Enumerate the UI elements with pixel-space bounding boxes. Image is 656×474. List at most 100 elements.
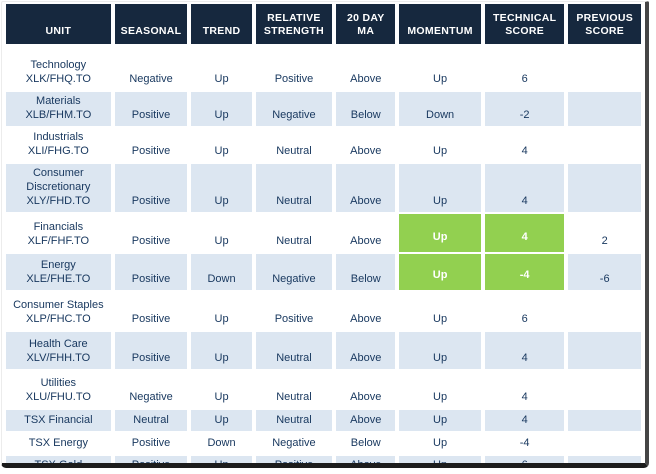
table-row: Financials XLF/FHF.TO Positive Up Neutral Abo… [6,214,641,252]
unit-name: Technology [30,59,87,71]
cell-unit: Consumer Staples XLP/FHC.TO [6,292,111,330]
cell-ma-20day: Above [336,164,396,212]
cell-ma-20day: Above [336,332,396,369]
cell-momentum: Up [399,128,481,162]
cell-technical-score: 4 [484,214,565,252]
cell-momentum: Up [399,214,481,252]
cell-relative-strength: Negative [255,92,333,126]
cell-momentum: Up [399,46,481,90]
cell-momentum: Up [399,292,481,330]
cell-relative-strength: Neutral [255,371,333,408]
cell-relative-strength: Negative [255,433,333,454]
unit-ticker: XLY/FHD.TO [26,195,91,207]
table-row: TSX Energy Positive Down Negative Below Up -4 [6,433,641,454]
cell-technical-score: 6 [484,46,565,90]
cell-relative-strength: Positive [255,292,333,330]
table-row: Consumer Staples XLP/FHC.TO Positive Up Posi… [6,292,641,330]
unit-name: Consumer Staples [13,299,104,311]
unit-name: Energy [40,259,76,271]
cell-momentum: Up [399,164,481,212]
table-row: Industrials XLI/FHG.TO Positive Up Neutral Ab… [6,128,641,162]
table-row: Technology XLK/FHQ.TO Negative Up Positive Ab… [6,46,641,90]
cell-seasonal: Positive [114,92,188,126]
cell-ma-20day: Above [336,371,396,408]
cell-relative-strength: Positive [255,456,333,463]
cell-relative-strength: Neutral [255,128,333,162]
cell-technical-score: -4 [484,433,565,454]
unit-name: TSX Gold [34,459,83,468]
table-row: Materials XLB/FHM.TO Positive Up Negative Bel… [6,92,641,126]
cell-seasonal: Negative [114,46,188,90]
cell-trend: Up [191,214,252,252]
unit-ticker: XLF/FHF.TO [27,235,90,247]
unit-name: Consumer Discretionary [26,167,91,193]
cell-previous-score [568,46,641,90]
cell-seasonal: Neutral [114,410,188,431]
cell-unit: Consumer Discretionary XLY/FHD.TO [6,164,111,212]
cell-unit: TSX Energy [6,433,111,454]
cell-momentum: Up [399,332,481,369]
cell-trend: Up [191,332,252,369]
cell-trend: Up [191,456,252,463]
cell-unit: Energy XLE/FHE.TO [6,254,111,290]
cell-momentum: Up [399,456,481,463]
cell-ma-20day: Below [336,433,396,454]
cell-trend: Down [191,254,252,290]
cell-momentum: Up [399,433,481,454]
cell-technical-score: 6 [484,456,565,463]
cell-technical-score: 4 [484,410,565,431]
cell-seasonal: Positive [114,128,188,162]
cell-ma-20day: Above [336,292,396,330]
cell-momentum: Up [399,410,481,431]
cell-unit: Industrials XLI/FHG.TO [6,128,111,162]
cell-trend: Up [191,410,252,431]
cell-technical-score: -2 [484,92,565,126]
cell-unit: Materials XLB/FHM.TO [6,92,111,126]
table-row: TSX Gold Positive Up Positive Above Up 6 [6,456,641,468]
cell-seasonal: Positive [114,214,188,252]
table-row: TSX Financial Neutral Up Neutral Above Up 4 [6,410,641,431]
column-header-trend: TREND [191,4,252,44]
column-header-technical-score: TECHNICAL SCORE [484,4,565,44]
unit-ticker: XLK/FHQ.TO [25,73,91,85]
cell-technical-score: 4 [484,371,565,408]
cell-unit: TSX Financial [6,410,111,431]
cell-previous-score [568,292,641,330]
cell-technical-score: 4 [484,332,565,369]
column-header-seasonal: SEASONAL [114,4,188,44]
unit-name: TSX Energy [28,437,88,449]
table-row: Health Care XLV/FHH.TO Positive Up Neutral Ab… [6,332,641,369]
screenshot-frame: UNIT SEASONAL TREND RELATIVE STRENGTH 20 DAY… [1,1,649,468]
unit-ticker: XLE/FHE.TO [26,273,91,285]
cell-seasonal: Positive [114,254,188,290]
unit-name: Industrials [33,131,84,143]
cell-trend: Up [191,128,252,162]
cell-unit: Health Care XLV/FHH.TO [6,332,111,369]
cell-previous-score [568,92,641,126]
cell-seasonal: Positive [114,433,188,454]
cell-technical-score: -4 [484,254,565,290]
cell-previous-score [568,332,641,369]
cell-ma-20day: Above [336,410,396,431]
cell-ma-20day: Above [336,46,396,90]
cell-trend: Up [191,46,252,90]
cell-previous-score [568,433,641,454]
cell-previous-score [568,128,641,162]
cell-ma-20day: Above [336,456,396,463]
cell-momentum: Up [399,371,481,408]
cell-previous-score: 2 [568,214,641,252]
cell-previous-score: -6 [568,254,641,290]
column-header-unit: UNIT [6,4,111,44]
column-header-previous-score: PREVIOUS SCORE [568,4,641,44]
table-row: Energy XLE/FHE.TO Positive Down Negative Belo… [6,254,641,290]
table-row: Consumer Discretionary XLY/FHD.TO Positive… [6,164,641,212]
column-header-momentum: MOMENTUM [399,4,481,44]
cell-trend: Up [191,292,252,330]
unit-ticker: XLU/FHU.TO [25,391,91,403]
cell-trend: Down [191,433,252,454]
cell-trend: Up [191,371,252,408]
cell-seasonal: Positive [114,456,188,463]
cell-unit: Utilities XLU/FHU.TO [6,371,111,408]
unit-ticker: XLB/FHM.TO [25,109,92,121]
sector-technical-score-table: UNIT SEASONAL TREND RELATIVE STRENGTH 20 DAY… [2,2,645,468]
